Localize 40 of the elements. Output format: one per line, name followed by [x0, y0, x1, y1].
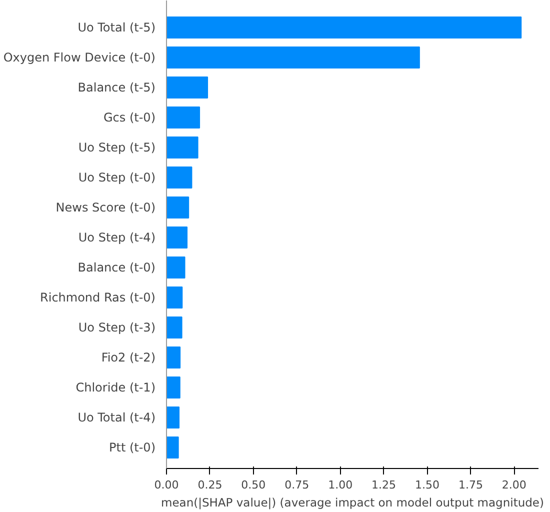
bar: [166, 166, 192, 188]
bar: [166, 346, 181, 368]
x-tick-label: 0.00: [154, 478, 179, 492]
bar: [166, 436, 179, 458]
bar: [166, 226, 188, 248]
y-tick-label: Fio2 (t-2): [101, 350, 156, 364]
bar: [166, 286, 183, 308]
y-tick-label: Uo Total (t-5): [78, 20, 156, 34]
bar: [166, 406, 180, 428]
y-tick-label: News Score (t-0): [56, 200, 156, 214]
y-tick-label: Richmond Ras (t-0): [40, 290, 156, 304]
bar: [166, 106, 200, 128]
x-tick-label: 1.75: [458, 478, 483, 492]
x-axis-title: mean(|SHAP value|) (average impact on model output magnitude): [161, 496, 544, 510]
bar: [166, 16, 522, 38]
y-tick-label: Chloride (t-1): [76, 380, 156, 394]
bar: [166, 196, 190, 218]
x-tick-label: 0.25: [198, 478, 222, 492]
y-tick-label: Balance (t-5): [78, 80, 156, 94]
x-tick-label: 0.50: [241, 478, 266, 492]
bar: [166, 136, 198, 158]
bar: [166, 376, 180, 398]
y-tick-label: Balance (t-0): [78, 260, 156, 274]
bar: [166, 46, 420, 68]
bar: [166, 256, 186, 278]
y-tick-label: Ptt (t-0): [109, 440, 156, 454]
y-tick-label: Gcs (t-0): [104, 110, 156, 124]
y-tick-label: Uo Total (t-4): [78, 410, 156, 424]
x-tick-label: 0.75: [284, 478, 310, 492]
y-tick-label: Uo Step (t-5): [78, 140, 156, 154]
x-tick-label: 2.00: [502, 478, 526, 492]
y-tick-label: Uo Step (t-3): [78, 320, 156, 334]
y-tick-label: Uo Step (t-0): [78, 170, 156, 184]
bar: [166, 316, 182, 338]
x-tick-label: 1.00: [328, 478, 353, 492]
x-tick-label: 1.25: [372, 478, 396, 492]
y-tick-label: Oxygen Flow Device (t-0): [3, 50, 156, 64]
y-tick-label: Uo Step (t-4): [78, 230, 156, 244]
x-tick-label: 1.50: [415, 478, 440, 492]
bar: [166, 76, 208, 98]
